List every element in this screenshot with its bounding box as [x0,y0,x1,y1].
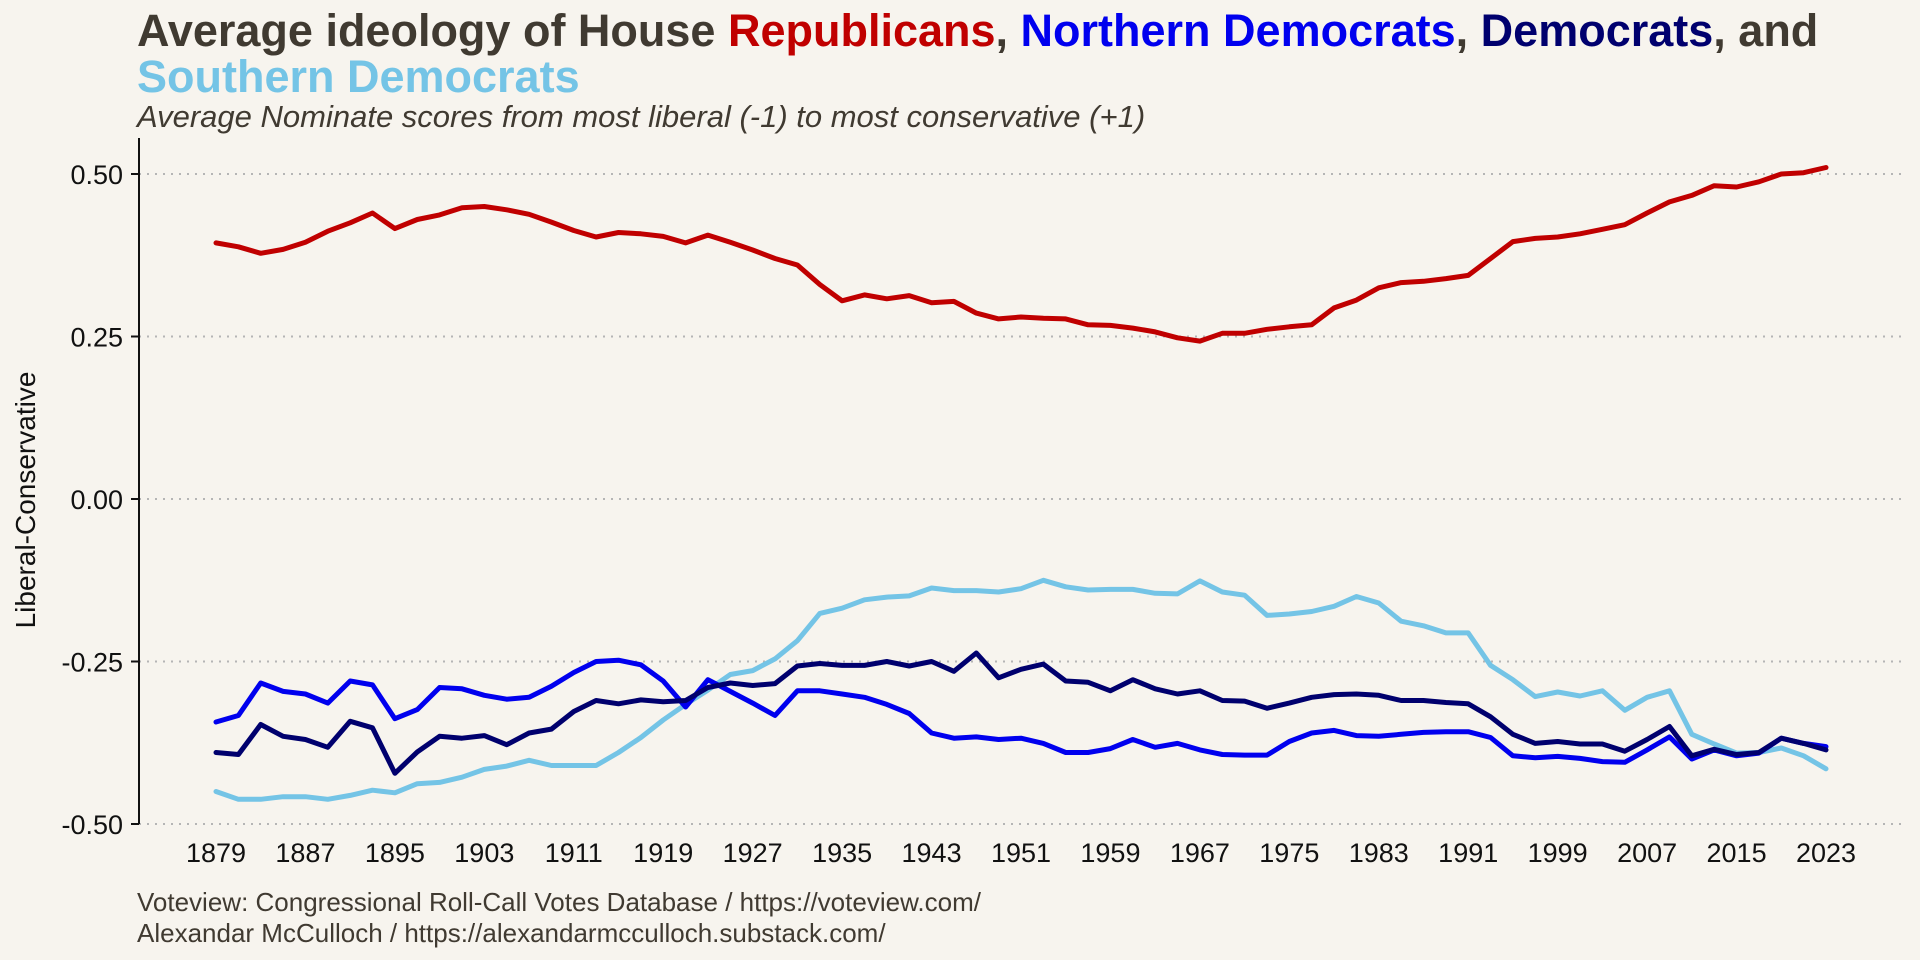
series-line-democrats [213,650,1829,776]
series-line-northern-democrats [213,657,1829,765]
x-tick-label: 1999 [1528,838,1588,868]
x-axis-ticks: 1879 1887 1895 1903 1911 1919 1927 1935 1943 1951… [186,838,1856,868]
y-tick-label: -0.25 [61,648,123,678]
x-tick-label: 1983 [1349,838,1409,868]
x-tick-label: 1895 [365,838,425,868]
title-text: Average ideology of House [137,5,728,56]
x-tick-label: 1967 [1170,838,1230,868]
x-tick-label: 1959 [1080,838,1140,868]
source-caption: Voteview: Congressional Roll-Call Votes … [137,887,981,917]
x-tick-label: 1943 [902,838,962,868]
y-axis-ticks: -0.50 -0.25 0.00 0.25 0.50 [61,160,139,840]
x-tick-label: 2007 [1617,838,1677,868]
x-tick-label: 1911 [545,838,603,868]
x-tick-label: 1919 [633,838,693,868]
title-separator: , [995,5,1021,56]
title-separator: , and [1713,5,1819,56]
series-lines [213,165,1829,802]
x-tick-label: 1975 [1259,838,1319,868]
x-tick-label: 1887 [275,838,335,868]
title-republicans: Republicans [727,5,996,56]
y-tick-label: -0.50 [61,810,123,840]
x-tick-label: 1927 [723,838,783,868]
y-axis-title: Liberal-Conservative [10,372,41,629]
x-tick-label: 1935 [812,838,872,868]
y-tick-label: 0.00 [70,485,123,515]
series-line-southern-democrats [213,577,1829,802]
author-caption: Alexandar McCulloch / https://alexandarm… [137,918,886,948]
y-tick-label: 0.25 [70,323,123,353]
x-tick-label: 1991 [1438,838,1498,868]
chart-title: Average ideology of House Republicans, N… [137,8,1897,100]
x-tick-label: 2015 [1707,838,1767,868]
x-tick-label: 1951 [991,838,1051,868]
x-tick-label: 1903 [454,838,514,868]
title-separator: , [1455,5,1481,56]
title-northern-democrats: Northern Democrats [1020,5,1456,56]
title-southern-democrats: Southern Democrats [137,51,580,102]
chart-subtitle: Average Nominate scores from most libera… [137,99,1146,134]
series-line-republicans [213,165,1829,344]
y-tick-label: 0.50 [70,160,123,190]
x-tick-label: 1879 [186,838,246,868]
title-democrats: Democrats [1480,5,1714,56]
grid-lines [139,173,1905,825]
x-tick-label: 2023 [1796,838,1856,868]
